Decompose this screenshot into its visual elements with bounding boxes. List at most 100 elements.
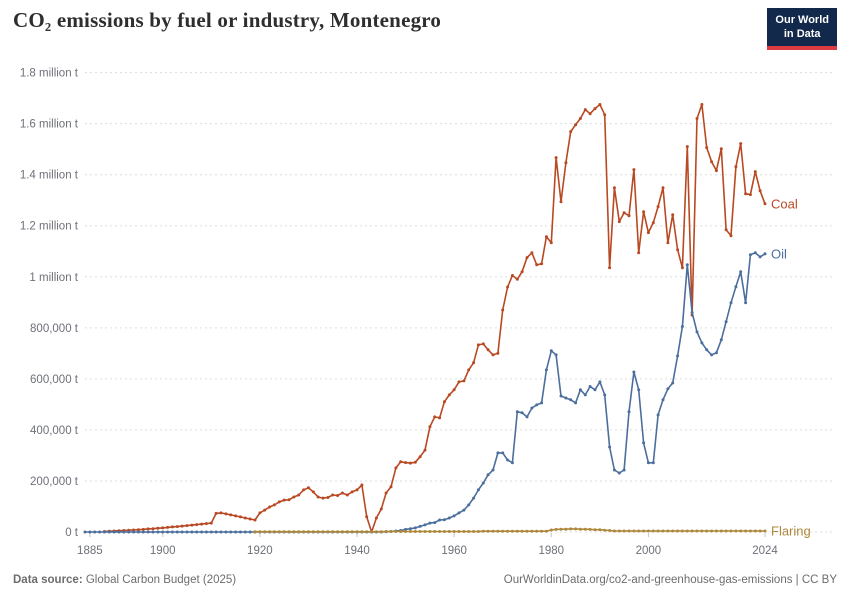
flaring-point[interactable] (486, 529, 490, 533)
coal-point[interactable] (379, 507, 383, 511)
coal-point[interactable] (535, 263, 539, 267)
flaring-point[interactable] (428, 530, 432, 533)
coal-point[interactable] (612, 186, 616, 190)
flaring-point[interactable] (627, 529, 631, 533)
oil-point[interactable] (690, 311, 694, 314)
oil-point[interactable] (583, 393, 587, 397)
coal-point[interactable] (744, 192, 748, 196)
coal-point[interactable] (200, 522, 204, 526)
flaring-point[interactable] (438, 530, 442, 533)
coal-point[interactable] (705, 146, 709, 150)
flaring-point[interactable] (666, 529, 670, 533)
coal-point[interactable] (336, 494, 340, 497)
coal-point[interactable] (180, 524, 184, 528)
coal-point[interactable] (248, 517, 252, 521)
coal-point[interactable] (404, 461, 408, 465)
coal-point[interactable] (510, 274, 514, 277)
oil-point[interactable] (501, 451, 505, 455)
oil-point[interactable] (739, 270, 743, 274)
coal-point[interactable] (559, 200, 563, 204)
oil-point[interactable] (112, 530, 116, 534)
oil-point[interactable] (418, 524, 422, 528)
coal-point[interactable] (360, 483, 364, 487)
flaring-point[interactable] (326, 530, 330, 534)
flaring-point[interactable] (656, 529, 660, 533)
coal-point[interactable] (287, 498, 291, 502)
flaring-point[interactable] (510, 529, 514, 533)
coal-point[interactable] (608, 266, 612, 270)
flaring-point[interactable] (729, 529, 733, 533)
coal-point[interactable] (413, 460, 417, 464)
coal-point[interactable] (564, 161, 568, 165)
coal-point[interactable] (238, 515, 242, 519)
flaring-point[interactable] (685, 529, 689, 533)
flaring-point[interactable] (452, 530, 456, 533)
flaring-point[interactable] (520, 529, 524, 533)
oil-point[interactable] (724, 320, 728, 324)
oil-point[interactable] (642, 441, 646, 445)
flaring-point[interactable] (408, 530, 412, 533)
flaring-point[interactable] (525, 529, 529, 533)
coal-point[interactable] (408, 461, 412, 465)
flaring-point[interactable] (506, 529, 510, 533)
flaring-point[interactable] (340, 530, 344, 534)
coal-point[interactable] (195, 523, 199, 527)
oil-point[interactable] (107, 530, 111, 534)
flaring-point[interactable] (559, 527, 563, 531)
coal-point[interactable] (491, 353, 495, 357)
oil-point[interactable] (632, 370, 636, 374)
flaring-point[interactable] (593, 528, 597, 532)
coal-point[interactable] (447, 393, 451, 397)
coal-point[interactable] (520, 270, 524, 274)
coal-point[interactable] (214, 511, 218, 515)
flaring-point[interactable] (374, 530, 378, 534)
coal-point[interactable] (593, 107, 597, 111)
oil-point[interactable] (248, 530, 252, 534)
flaring-point[interactable] (292, 530, 296, 534)
coal-point[interactable] (345, 493, 349, 497)
flaring-point[interactable] (603, 528, 607, 532)
coal-point[interactable] (442, 400, 446, 404)
coal-point[interactable] (656, 205, 660, 209)
flaring-point[interactable] (263, 530, 267, 534)
flaring-point[interactable] (622, 529, 626, 533)
oil-point[interactable] (506, 458, 510, 462)
coal-point[interactable] (399, 460, 403, 464)
coal-point[interactable] (642, 210, 646, 214)
oil-point[interactable] (200, 530, 204, 534)
oil-point[interactable] (88, 530, 92, 534)
flaring-point[interactable] (277, 530, 281, 534)
oil-point[interactable] (598, 380, 602, 384)
coal-point[interactable] (627, 214, 631, 218)
oil-point[interactable] (457, 511, 461, 515)
coal-point[interactable] (661, 186, 665, 190)
coal-point[interactable] (331, 493, 335, 497)
coal-point[interactable] (151, 527, 155, 531)
flaring-point[interactable] (651, 529, 655, 533)
coal-point[interactable] (719, 147, 723, 151)
flaring-point[interactable] (588, 527, 592, 531)
oil-point[interactable] (428, 521, 432, 525)
coal-point[interactable] (170, 525, 174, 529)
coal-point[interactable] (394, 466, 398, 470)
flaring-point[interactable] (316, 530, 320, 534)
coal-point[interactable] (554, 156, 558, 160)
oil-point[interactable] (83, 530, 87, 534)
coal-point[interactable] (578, 117, 582, 120)
coal-point[interactable] (156, 526, 160, 530)
flaring-point[interactable] (433, 530, 437, 533)
flaring-point[interactable] (370, 530, 374, 534)
coal-point[interactable] (277, 500, 281, 504)
oil-point[interactable] (122, 530, 126, 534)
flaring-point[interactable] (472, 530, 476, 533)
oil-point[interactable] (637, 388, 641, 392)
oil-point[interactable] (656, 413, 660, 417)
flaring-point[interactable] (384, 530, 388, 533)
oil-point[interactable] (467, 503, 471, 507)
oil-point[interactable] (413, 526, 417, 530)
flaring-point[interactable] (700, 529, 704, 533)
flaring-point[interactable] (258, 530, 262, 534)
coal-point[interactable] (423, 448, 427, 452)
coal-point[interactable] (525, 256, 529, 260)
flaring-point[interactable] (287, 530, 291, 534)
